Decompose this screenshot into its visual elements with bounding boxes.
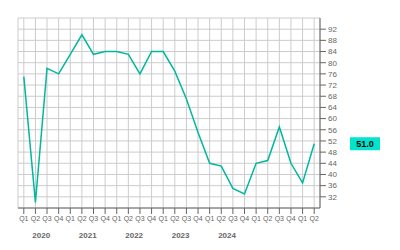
svg-text:84: 84 (328, 47, 337, 56)
svg-text:Q2: Q2 (263, 215, 272, 223)
svg-text:Q1: Q1 (159, 215, 168, 223)
svg-text:52: 52 (328, 137, 337, 146)
svg-text:76: 76 (328, 70, 337, 79)
svg-text:Q3: Q3 (42, 215, 51, 223)
svg-text:92: 92 (328, 25, 337, 34)
svg-text:2024: 2024 (218, 231, 236, 240)
svg-text:Q2: Q2 (77, 215, 86, 223)
svg-text:Q1: Q1 (205, 215, 214, 223)
svg-text:Q1: Q1 (251, 215, 260, 223)
svg-text:60: 60 (328, 114, 337, 123)
svg-text:32: 32 (328, 193, 337, 202)
svg-text:Q4: Q4 (240, 215, 249, 223)
svg-text:Q3: Q3 (182, 215, 191, 223)
svg-text:68: 68 (328, 92, 337, 101)
svg-text:Q1: Q1 (66, 215, 75, 223)
svg-text:36: 36 (328, 181, 337, 190)
svg-text:44: 44 (328, 159, 337, 168)
svg-text:2022: 2022 (125, 231, 143, 240)
svg-text:Q4: Q4 (147, 215, 156, 223)
svg-text:2023: 2023 (172, 231, 190, 240)
svg-text:Q3: Q3 (275, 215, 284, 223)
svg-text:Q4: Q4 (54, 215, 63, 223)
svg-text:40: 40 (328, 170, 337, 179)
svg-text:Q1: Q1 (298, 215, 307, 223)
svg-text:80: 80 (328, 59, 337, 68)
svg-text:Q3: Q3 (89, 215, 98, 223)
svg-text:56: 56 (328, 126, 337, 135)
svg-text:Q1: Q1 (112, 215, 121, 223)
svg-text:Q4: Q4 (286, 215, 295, 223)
svg-text:Q2: Q2 (170, 215, 179, 223)
svg-text:2021: 2021 (79, 231, 97, 240)
svg-text:51.0: 51.0 (356, 139, 374, 149)
svg-text:Q2: Q2 (124, 215, 133, 223)
svg-text:48: 48 (328, 148, 337, 157)
svg-text:72: 72 (328, 81, 337, 90)
svg-text:Q4: Q4 (193, 215, 202, 223)
svg-text:Q1: Q1 (19, 215, 28, 223)
svg-text:Q3: Q3 (135, 215, 144, 223)
svg-text:Q2: Q2 (217, 215, 226, 223)
svg-text:Q2: Q2 (31, 215, 40, 223)
svg-text:2020: 2020 (32, 231, 50, 240)
svg-text:Q3: Q3 (228, 215, 237, 223)
svg-text:64: 64 (328, 103, 337, 112)
svg-text:Q4: Q4 (100, 215, 109, 223)
svg-text:88: 88 (328, 36, 337, 45)
svg-text:Q2: Q2 (310, 215, 319, 223)
